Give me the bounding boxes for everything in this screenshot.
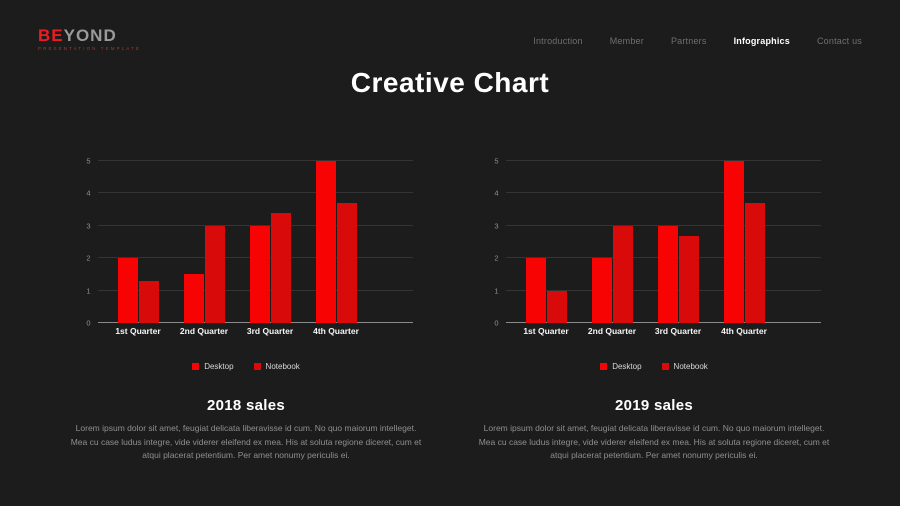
legend-item-notebook: Notebook xyxy=(661,362,708,371)
bar-notebook-4th-quarter xyxy=(744,203,765,323)
bar-notebook-2nd-quarter xyxy=(204,225,225,323)
bar-notebook-1st-quarter xyxy=(138,280,159,323)
bar-notebook-2nd-quarter xyxy=(612,225,633,323)
y-axis-label: 0 xyxy=(494,318,499,328)
legend-swatch-notebook xyxy=(661,363,669,370)
legend-swatch-desktop xyxy=(192,363,200,370)
gridline xyxy=(97,192,413,194)
bar-notebook-3rd-quarter xyxy=(678,235,699,323)
y-axis-label: 4 xyxy=(86,188,91,198)
page-title: Creative Chart xyxy=(350,67,550,98)
y-axis-label: 3 xyxy=(86,221,91,231)
y-axis-label: 1 xyxy=(494,286,499,296)
y-axis-label: 3 xyxy=(494,221,499,231)
bar-desktop-1st-quarter xyxy=(525,258,546,323)
nav-item-contact-us[interactable]: Contact us xyxy=(816,36,862,46)
y-axis: 0 1 2 3 4 5 xyxy=(80,157,98,328)
x-axis-label-4th-quarter: 4th Quarter xyxy=(721,326,767,336)
legend: Desktop Notebook xyxy=(62,362,430,371)
legend-item-notebook: Notebook xyxy=(253,362,300,371)
gridline xyxy=(97,224,413,226)
nav-item-infographics[interactable]: Infographics xyxy=(733,36,790,46)
legend-label: Notebook xyxy=(673,362,708,371)
y-axis-label: 1 xyxy=(86,286,91,296)
x-axis-label-3rd-quarter: 3rd Quarter xyxy=(654,326,702,336)
y-axis-label: 2 xyxy=(494,253,499,263)
bar-desktop-1st-quarter xyxy=(117,258,138,323)
y-axis: 0 1 2 3 4 5 xyxy=(488,157,506,328)
section-description: Lorem ipsum dolor sit amet, feugiat deli… xyxy=(478,423,830,461)
legend-label: Desktop xyxy=(204,362,234,371)
y-axis-label: 4 xyxy=(494,188,499,198)
x-axis-label-2nd-quarter: 2nd Quarter xyxy=(179,326,229,336)
section-heading-2019-sales: 2019 sales xyxy=(614,397,694,414)
x-axis-label-1st-quarter: 1st Quarter xyxy=(115,326,161,336)
section-description: Lorem ipsum dolor sit amet, feugiat deli… xyxy=(70,423,422,461)
legend-swatch-notebook xyxy=(253,363,261,370)
y-axis-label: 5 xyxy=(494,156,499,166)
logo: BEYOND PRESENTATION TEMPLATE xyxy=(38,27,141,51)
charts-row: 0 1 2 3 4 5 1st Quarter 2nd Quarter 3rd Quarter 4… xyxy=(0,129,900,463)
gridline xyxy=(97,160,413,161)
nav: Introduction Member Partners Infographics Co… xyxy=(533,36,862,46)
bar-desktop-4th-quarter xyxy=(315,161,336,323)
nav-item-member[interactable]: Member xyxy=(609,36,644,46)
legend-swatch-desktop xyxy=(600,363,608,370)
chart-section-2018-sales: 0 1 2 3 4 5 1st Quarter 2nd Quarter 3rd Quarter 4… xyxy=(62,129,430,463)
gridline xyxy=(505,224,821,226)
bar-notebook-3rd-quarter xyxy=(270,212,291,323)
plot-area: 1st Quarter 2nd Quarter 3rd Quarter 4th Qua… xyxy=(505,160,821,336)
nav-item-introduction[interactable]: Introduction xyxy=(533,36,583,46)
logo-text: BEYOND xyxy=(38,27,141,44)
logo-primary: BE xyxy=(38,26,64,45)
x-axis-label-4th-quarter: 4th Quarter xyxy=(313,326,359,336)
x-axis-label-1st-quarter: 1st Quarter xyxy=(523,326,569,336)
chart-section-2019-sales: 0 1 2 3 4 5 1st Quarter 2nd Quarter 3rd Quarter 4… xyxy=(470,129,838,463)
legend: Desktop Notebook xyxy=(470,362,838,371)
section-heading-2018-sales: 2018 sales xyxy=(206,397,286,414)
legend-label: Notebook xyxy=(265,362,300,371)
plot-area: 1st Quarter 2nd Quarter 3rd Quarter 4th Qua… xyxy=(97,160,413,336)
legend-label: Desktop xyxy=(612,362,642,371)
gridline xyxy=(505,192,821,194)
bar-desktop-2nd-quarter xyxy=(183,274,204,323)
y-axis-label: 5 xyxy=(86,156,91,166)
gridline xyxy=(505,160,821,161)
nav-item-partners[interactable]: Partners xyxy=(670,36,707,46)
x-axis-label-3rd-quarter: 3rd Quarter xyxy=(246,326,294,336)
bar-desktop-4th-quarter xyxy=(723,161,744,323)
chart-2019-sales: 0 1 2 3 4 5 1st Quarter 2nd Quarter 3rd Quarter 4… xyxy=(488,157,821,336)
bar-desktop-2nd-quarter xyxy=(591,258,612,323)
y-axis-label: 0 xyxy=(86,318,91,328)
legend-item-desktop: Desktop xyxy=(192,362,234,371)
logo-tagline: PRESENTATION TEMPLATE xyxy=(38,46,142,51)
legend-item-desktop: Desktop xyxy=(600,362,642,371)
bar-desktop-3rd-quarter xyxy=(657,225,678,323)
bar-notebook-1st-quarter xyxy=(546,290,567,323)
y-axis-label: 2 xyxy=(86,253,91,263)
bar-notebook-4th-quarter xyxy=(336,203,357,323)
header: BEYOND PRESENTATION TEMPLATE Introductio… xyxy=(0,0,900,51)
chart-2018-sales: 0 1 2 3 4 5 1st Quarter 2nd Quarter 3rd Quarter 4… xyxy=(80,157,413,336)
logo-secondary: YOND xyxy=(63,26,117,45)
bar-desktop-3rd-quarter xyxy=(249,225,270,323)
x-axis-label-2nd-quarter: 2nd Quarter xyxy=(587,326,637,336)
